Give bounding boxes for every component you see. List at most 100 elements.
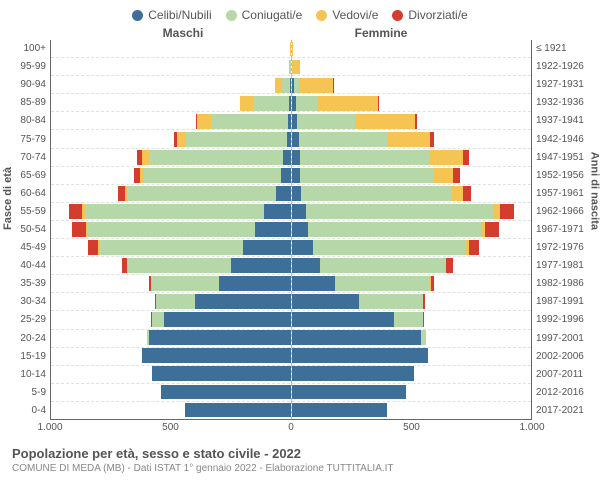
bar-female <box>292 184 532 202</box>
seg-m <box>211 114 288 129</box>
age-tick: 50-54 <box>12 221 46 239</box>
birth-tick: 1972-1976 <box>536 239 588 257</box>
birth-tick: 1927-1931 <box>536 76 588 94</box>
seg-v <box>434 168 453 183</box>
pyramid-row <box>51 347 531 365</box>
seg-v <box>452 186 463 201</box>
age-tick: 95-99 <box>12 58 46 76</box>
seg-c <box>292 348 429 363</box>
seg-d <box>423 294 425 309</box>
bar-male <box>51 166 292 184</box>
bar-male <box>51 401 292 419</box>
age-tick: 60-64 <box>12 185 46 203</box>
pyramid-row <box>51 401 531 419</box>
legend-label: Vedovi/e <box>332 8 378 22</box>
pyramid-row <box>51 275 531 293</box>
seg-c <box>292 385 407 400</box>
pyramid-row <box>51 311 531 329</box>
seg-c <box>195 294 291 309</box>
birth-tick: 2002-2006 <box>536 348 588 366</box>
seg-m <box>394 312 423 327</box>
seg-c <box>292 222 309 237</box>
seg-d <box>463 186 471 201</box>
footer: Popolazione per età, sesso e stato civil… <box>12 446 588 474</box>
bar-male <box>51 220 292 238</box>
seg-v <box>177 132 187 147</box>
seg-c <box>219 276 291 291</box>
seg-c <box>185 403 290 418</box>
pyramid-row <box>51 112 531 130</box>
age-tick: 25-29 <box>12 311 46 329</box>
seg-c <box>292 132 299 147</box>
seg-d <box>485 222 499 237</box>
bar-male <box>51 347 292 365</box>
bar-female <box>292 239 532 257</box>
pyramid-row <box>51 148 531 166</box>
legend-swatch <box>392 10 403 21</box>
bar-female <box>292 94 532 112</box>
bar-female <box>292 130 532 148</box>
legend-item: Coniugati/e <box>226 8 303 22</box>
bars-container <box>50 40 532 420</box>
seg-c <box>292 204 306 219</box>
birth-tick: 2012-2016 <box>536 384 588 402</box>
bar-female <box>292 58 532 76</box>
bar-female <box>292 293 532 311</box>
legend-item: Divorziati/e <box>392 8 467 22</box>
seg-d <box>415 114 417 129</box>
y-axis-age: 100+95-9990-9485-8980-8475-7970-7465-696… <box>12 40 50 420</box>
age-tick: 55-59 <box>12 203 46 221</box>
legend-label: Divorziati/e <box>408 8 467 22</box>
age-tick: 85-89 <box>12 94 46 112</box>
seg-v <box>299 78 334 93</box>
bar-female <box>292 148 532 166</box>
pyramid-row <box>51 293 531 311</box>
x-tick: 500 <box>162 422 179 433</box>
pyramid-row <box>51 184 531 202</box>
bar-male <box>51 148 292 166</box>
header-male: Maschi <box>50 26 282 40</box>
birth-tick: 1977-1981 <box>536 257 588 275</box>
seg-c <box>264 204 290 219</box>
seg-d <box>469 240 480 255</box>
age-tick: 80-84 <box>12 112 46 130</box>
y-axis-label-left: Fasce di età <box>2 167 14 230</box>
birth-tick: 2007-2011 <box>536 366 588 384</box>
seg-c <box>292 294 359 309</box>
seg-d <box>423 312 424 327</box>
bar-male <box>51 58 292 76</box>
seg-v <box>240 96 253 111</box>
pyramid-row <box>51 130 531 148</box>
seg-m <box>308 222 480 237</box>
x-tick: 1.000 <box>519 422 544 433</box>
bar-female <box>292 347 532 365</box>
bar-male <box>51 293 292 311</box>
seg-c <box>152 366 291 381</box>
birth-tick: 1962-1966 <box>536 203 588 221</box>
age-tick: 90-94 <box>12 76 46 94</box>
seg-v <box>493 204 500 219</box>
seg-m <box>306 204 493 219</box>
bar-female <box>292 329 532 347</box>
birth-tick: 1922-1926 <box>536 58 588 76</box>
pyramid-row <box>51 220 531 238</box>
legend-swatch <box>132 10 143 21</box>
birth-tick: 1997-2001 <box>536 330 588 348</box>
seg-c <box>292 276 335 291</box>
legend-label: Coniugati/e <box>242 8 303 22</box>
age-tick: 20-24 <box>12 330 46 348</box>
legend-swatch <box>226 10 237 21</box>
seg-c <box>292 168 300 183</box>
pyramid-row <box>51 329 531 347</box>
seg-m <box>301 186 452 201</box>
age-tick: 65-69 <box>12 167 46 185</box>
seg-m <box>156 294 194 309</box>
birth-tick: ≤ 1921 <box>536 40 588 58</box>
age-tick: 70-74 <box>12 149 46 167</box>
seg-d <box>500 204 514 219</box>
seg-d <box>69 204 82 219</box>
birth-tick: 1937-1941 <box>536 112 588 130</box>
seg-d <box>118 186 125 201</box>
seg-d <box>453 168 460 183</box>
chart-title: Popolazione per età, sesso e stato civil… <box>12 446 588 461</box>
